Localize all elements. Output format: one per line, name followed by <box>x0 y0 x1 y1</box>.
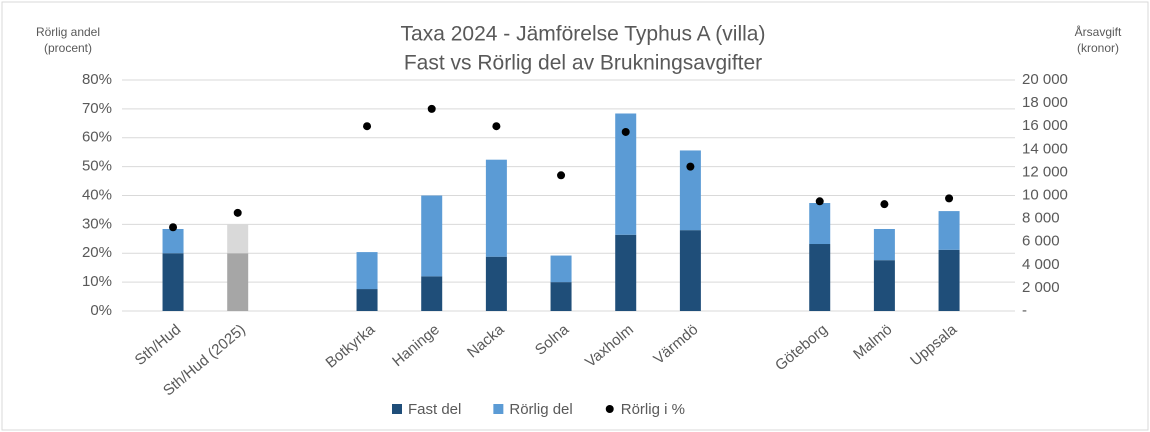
legend-label: Fast del <box>408 401 461 418</box>
y-tick-label: 40% <box>82 186 112 203</box>
dot <box>427 104 436 113</box>
bar-segment <box>679 230 701 311</box>
legend-marker <box>605 405 614 413</box>
y2-tick-label: - <box>1022 302 1027 319</box>
chart-subtitle: Fast vs Rörlig del av Brukningsavgifter <box>404 52 762 75</box>
y-tick-label: 20% <box>82 244 112 261</box>
bar-segment <box>679 150 701 231</box>
bar-segment <box>421 276 443 311</box>
chart-title: Taxa 2024 - Jämförelse Typhus A (villa) <box>401 23 766 46</box>
y-tick-label: 70% <box>82 100 112 117</box>
bar-segment <box>809 244 831 311</box>
dot <box>169 223 178 232</box>
y2-tick-label: 8 000 <box>1022 210 1060 227</box>
y-tick-label: 50% <box>82 158 112 175</box>
bar-segment <box>162 228 184 254</box>
y-axis-label: (procent) <box>44 41 92 55</box>
y2-tick-label: 2 000 <box>1022 279 1060 296</box>
dot <box>621 127 630 136</box>
bar-segment <box>615 234 637 311</box>
dot <box>233 208 242 217</box>
y-tick-label: 0% <box>90 302 112 319</box>
bar-segment <box>227 224 249 254</box>
y-tick-label: 10% <box>82 273 112 290</box>
dot <box>686 162 695 171</box>
y2-tick-label: 14 000 <box>1022 140 1068 157</box>
dot <box>945 194 954 203</box>
bar-segment <box>356 252 378 290</box>
bar-segment <box>615 113 637 235</box>
y2-tick-label: 20 000 <box>1022 71 1068 88</box>
bar-segment <box>227 253 249 311</box>
bar-segment <box>938 211 960 250</box>
bar-segment <box>421 195 443 277</box>
legend-marker <box>392 404 402 414</box>
bar-segment <box>550 255 572 283</box>
legend-label: Rörlig i % <box>621 401 685 418</box>
y2-tick-label: 12 000 <box>1022 163 1068 180</box>
dot <box>880 200 889 209</box>
bar-segment <box>485 256 507 311</box>
bar-segment <box>356 289 378 311</box>
y2-tick-label: 6 000 <box>1022 233 1060 250</box>
y-axis-label: Rörlig andel <box>36 25 100 39</box>
y2-axis-label: Årsavgift <box>1075 24 1122 39</box>
bar-segment <box>162 253 184 311</box>
bar-segment <box>550 282 572 311</box>
bar-segment <box>873 228 895 261</box>
y2-tick-label: 4 000 <box>1022 256 1060 273</box>
y-tick-label: 80% <box>82 71 112 88</box>
dot <box>815 197 824 206</box>
y-tick-label: 30% <box>82 215 112 232</box>
y2-tick-label: 10 000 <box>1022 186 1068 203</box>
bar-segment <box>873 260 895 311</box>
bar-segment <box>809 203 831 245</box>
dot <box>557 171 566 180</box>
legend-marker <box>493 404 504 414</box>
y2-tick-label: 18 000 <box>1022 94 1068 111</box>
y-tick-label: 60% <box>82 129 112 146</box>
dot <box>363 122 372 131</box>
y2-tick-label: 16 000 <box>1022 117 1068 134</box>
legend-label: Rörlig del <box>509 401 572 418</box>
y2-axis-label: (kronor) <box>1077 41 1119 55</box>
dot <box>492 122 501 131</box>
bar-segment <box>485 159 507 257</box>
bar-segment <box>938 249 960 311</box>
